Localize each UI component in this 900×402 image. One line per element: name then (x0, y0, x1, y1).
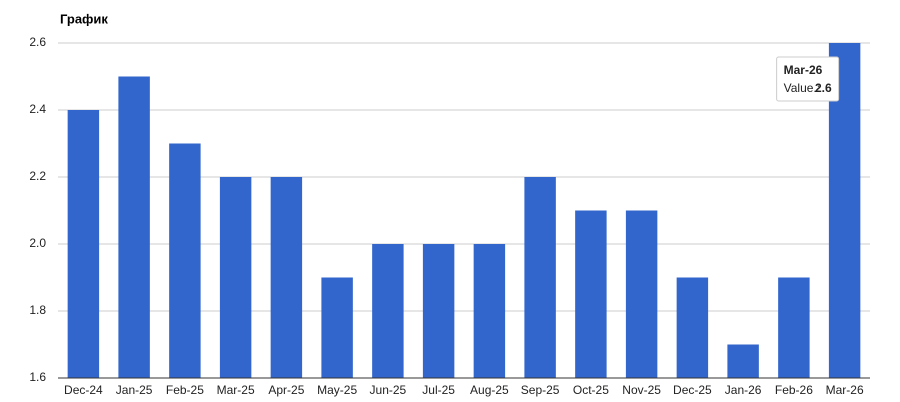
bar (575, 210, 607, 378)
bar (625, 210, 658, 378)
x-tick-label: Nov-25 (622, 383, 661, 397)
x-tick-label: Jan-25 (116, 383, 153, 397)
x-tick-label: Dec-25 (673, 383, 712, 397)
x-tick-label: Jan-26 (725, 383, 762, 397)
y-tick-label: 2.6 (29, 35, 46, 49)
bar (676, 277, 709, 378)
tooltip-title: Mar-26 (784, 63, 823, 77)
bar (219, 177, 252, 378)
y-tick-label: 2.0 (29, 236, 46, 250)
x-tick-label: Feb-25 (166, 383, 204, 397)
x-tick-label: May-25 (317, 383, 357, 397)
bar (524, 177, 556, 378)
y-tick-label: 2.2 (29, 169, 46, 183)
bar (422, 244, 455, 378)
x-tick-label: Apr-25 (268, 383, 304, 397)
x-tick-label: Oct-25 (573, 383, 609, 397)
bar (473, 244, 506, 378)
bar (67, 110, 100, 378)
tooltip-box (776, 56, 840, 102)
x-tick-label: Jul-25 (422, 383, 455, 397)
y-tick-label: 1.8 (29, 303, 46, 317)
bar (372, 244, 404, 378)
y-tick-label: 2.4 (29, 102, 46, 116)
x-tick-label: Feb-26 (775, 383, 813, 397)
x-tick-label: Jun-25 (370, 383, 407, 397)
x-tick-label: Aug-25 (470, 383, 509, 397)
y-tick-label: 1.6 (29, 370, 46, 384)
bar (270, 177, 303, 378)
bar (118, 76, 150, 378)
bar (778, 277, 810, 378)
chart-title: График (60, 11, 108, 26)
tooltip-label: Value.: (784, 81, 820, 95)
tooltip-value: 2.6 (815, 81, 832, 95)
bar (727, 344, 759, 378)
bar (169, 143, 201, 378)
x-tick-label: Dec-24 (64, 383, 103, 397)
tooltip: Mar-26 Value.:2.6 (776, 56, 840, 102)
x-tick-label: Mar-26 (826, 383, 864, 397)
x-tick-label: Sep-25 (521, 383, 560, 397)
x-tick-label: Mar-25 (217, 383, 255, 397)
bar (321, 277, 353, 378)
